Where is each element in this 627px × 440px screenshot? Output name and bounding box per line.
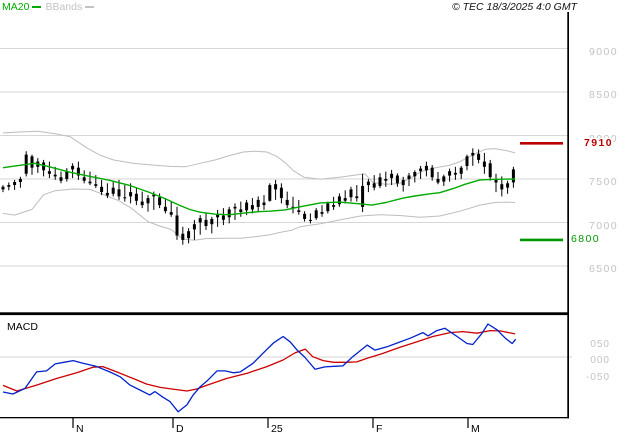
- copyright-text: © TEC 18/3/2025 4:0 GMT: [451, 1, 577, 13]
- macd-panel-label: MACD: [7, 321, 38, 333]
- ma20-legend-dash: [32, 6, 42, 8]
- bbands-legend-label: BBands: [45, 1, 83, 13]
- chart-legend: MA20 BBands: [2, 1, 98, 13]
- ma20-legend-label: MA20: [2, 1, 30, 13]
- bbands-legend-dash: [85, 6, 95, 8]
